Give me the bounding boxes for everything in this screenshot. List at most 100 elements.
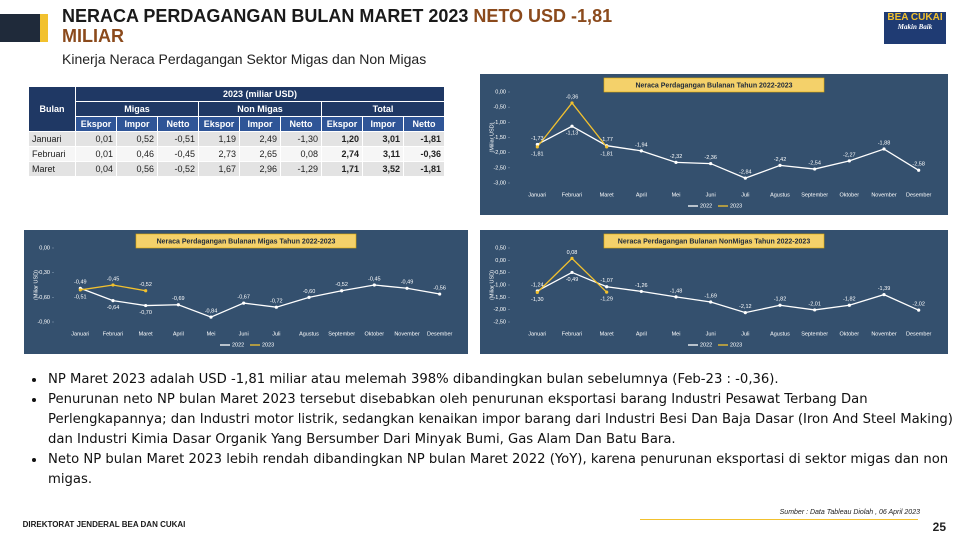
- data-label: -1,69: [704, 293, 717, 299]
- table-subheader: Netto: [403, 116, 445, 132]
- data-label: -0,72: [270, 299, 283, 305]
- table-row: Februari 0,01 0,46 -0,45 2,73 2,65 0,08 2,74 3,1…: [28, 146, 445, 162]
- x-tick-label: September: [801, 192, 828, 198]
- data-label: -0,52: [139, 282, 152, 288]
- x-tick-label: Agustus: [299, 331, 319, 337]
- y-tick-label: -2,50: [493, 319, 506, 325]
- table-cell: 3,01: [362, 131, 404, 147]
- table-cell: -1,81: [403, 131, 445, 147]
- table-subheader: Impor: [362, 116, 404, 132]
- x-tick-label: November: [871, 331, 897, 337]
- point: [605, 290, 609, 294]
- table-cell: 0,01: [75, 131, 117, 147]
- table-cell: 3,52: [362, 161, 404, 177]
- table-cell: 1,71: [321, 161, 363, 177]
- point: [882, 147, 886, 151]
- x-tick-label: Januari: [71, 331, 89, 337]
- data-label: -1,81: [600, 151, 613, 157]
- data-label: -1,30: [531, 297, 544, 303]
- point: [570, 270, 574, 275]
- footer-org: DIREKTORAT JENDERAL BEA DAN CUKAI: [22, 520, 186, 529]
- chart-title: Neraca Perdagangan Bulanan Tahun 2022-20…: [635, 82, 792, 89]
- point: [209, 315, 213, 319]
- title-box: [603, 233, 825, 249]
- table-subheader: Ekspor: [75, 116, 117, 132]
- x-tick-label: April: [636, 192, 647, 198]
- point: [743, 176, 747, 180]
- table-subheader: Ekspor: [198, 116, 240, 132]
- point: [917, 308, 921, 312]
- x-tick-label: April: [636, 331, 647, 337]
- x-tick-label: Februari: [562, 331, 582, 337]
- point: [674, 160, 678, 164]
- x-tick-label: Februari: [562, 192, 582, 198]
- table-subheader: Impor: [239, 116, 281, 132]
- table-cell: -0,52: [157, 161, 199, 177]
- table-cell: Januari: [28, 131, 76, 147]
- data-label: -1,39: [878, 286, 891, 292]
- table-group: Total: [321, 101, 445, 117]
- x-tick-label: November: [871, 192, 897, 198]
- title-text: NERACA PERDAGANGAN BULAN MARET 2023: [62, 6, 469, 26]
- point: [176, 303, 180, 307]
- data-label: -2,01: [808, 301, 821, 307]
- table-row: Januari 0,01 0,52 -0,51 1,19 2,49 -1,30 1,20 3,0…: [28, 131, 445, 147]
- logo-text: BEA CUKAI: [887, 12, 943, 23]
- x-tick-label: Juli: [272, 331, 280, 337]
- y-tick-label: -2,00: [493, 150, 506, 156]
- point: [570, 124, 574, 128]
- table-cell: 2,73: [198, 146, 240, 162]
- table-cell: 2,74: [321, 146, 363, 162]
- y-tick-label: -0,30: [37, 270, 50, 276]
- table-cell: 0,01: [75, 146, 117, 162]
- data-label: -0,67: [237, 295, 250, 301]
- point: [605, 145, 609, 149]
- series-line: [537, 271, 919, 314]
- y-tick-label: -1,00: [493, 282, 506, 288]
- table-cell: -0,36: [403, 146, 445, 162]
- title-box: [603, 77, 825, 93]
- series-line: [80, 284, 440, 318]
- legend-label: 2022: [700, 342, 712, 348]
- data-label: -2,54: [808, 160, 821, 166]
- x-tick-label: Juli: [741, 331, 749, 337]
- x-tick-label: Oktober: [365, 331, 385, 337]
- data-label: -0,69: [172, 296, 185, 302]
- point: [674, 295, 678, 299]
- data-label: -1,94: [635, 142, 648, 148]
- table-title: 2023 (miliar USD): [75, 86, 445, 102]
- data-label: -2,36: [704, 155, 717, 161]
- point: [78, 288, 82, 292]
- data-label: 0,08: [567, 250, 578, 256]
- table-group: Non Migas: [198, 101, 322, 117]
- subtitle: Kinerja Neraca Perdagangan Sektor Migas …: [62, 51, 427, 67]
- y-tick-label: -2,50: [493, 165, 506, 171]
- data-label: -0,45: [368, 276, 381, 282]
- legend-label: 2023: [262, 342, 274, 348]
- y-axis-label: (Miliar USD): [489, 122, 495, 152]
- footer-line: [640, 519, 918, 520]
- logo: BEA CUKAI Makin Baik: [884, 12, 946, 44]
- table-cell: -0,45: [157, 146, 199, 162]
- table-cell: 3,11: [362, 146, 404, 162]
- table-cell: -1,81: [403, 161, 445, 177]
- x-tick-label: Desember: [427, 331, 453, 337]
- x-tick-label: September: [328, 331, 355, 337]
- chart: Neraca Perdagangan Bulanan Tahun 2022-20…: [480, 74, 948, 215]
- table-row: Ekspor Impor Netto Ekspor Impor Netto Ekspor Im…: [29, 116, 445, 132]
- point: [535, 142, 539, 147]
- data-label: -2,27: [843, 152, 856, 158]
- data-label: -2,84: [739, 170, 752, 176]
- chart-title: Neraca Perdagangan Bulanan Migas Tahun 2…: [157, 238, 336, 245]
- point: [847, 303, 851, 307]
- data-label: -0,49: [401, 280, 414, 286]
- y-tick-label: -0,90: [37, 319, 50, 325]
- y-tick-label: -0,50: [493, 270, 506, 276]
- table-subheader: Netto: [280, 116, 322, 132]
- logo-tagline: Makin Baik: [897, 23, 933, 31]
- point: [144, 289, 148, 293]
- x-tick-label: Mei: [672, 331, 681, 337]
- data-label: -2,42: [774, 157, 787, 163]
- data-label: -2,58: [912, 162, 925, 168]
- legend-label: 2023: [730, 342, 742, 348]
